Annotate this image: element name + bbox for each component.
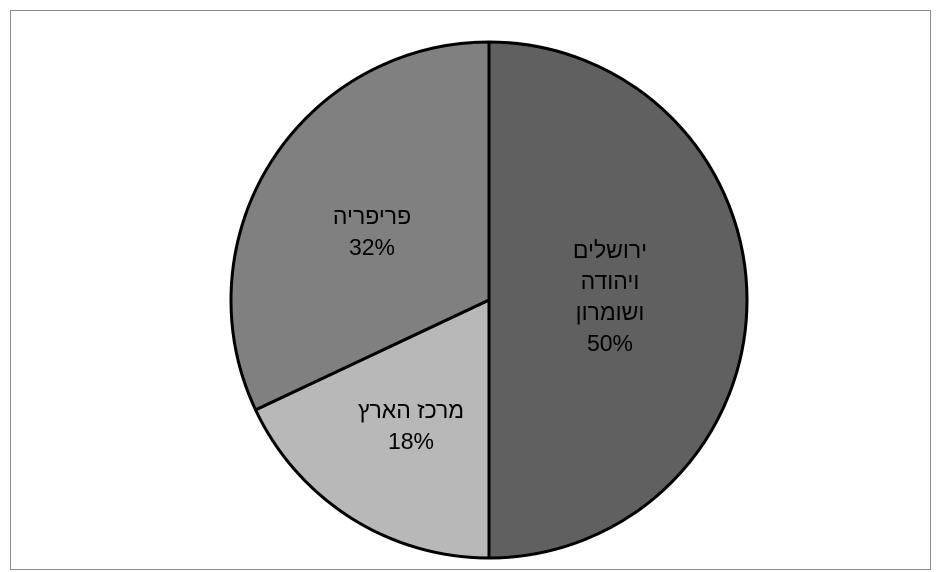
slice-label-0: ירושלים ויהודה ושומרון 50% <box>573 237 647 356</box>
slice-label-1: מרכז הארץ 18% <box>358 397 464 454</box>
slice-label-2: פריפריה 32% <box>333 203 411 260</box>
slice-label-line: ושומרון <box>576 299 645 325</box>
slice-value-label: 18% <box>388 428 434 454</box>
slice-label-line: ויהודה <box>581 268 640 294</box>
slice-value-label: 32% <box>349 234 395 260</box>
slice-value-label: 50% <box>587 330 633 356</box>
pie-slice-1 <box>254 298 491 560</box>
pie-slice-0 <box>487 40 749 560</box>
slice-label-line: מרכז הארץ <box>358 397 464 423</box>
slice-label-line: פריפריה <box>333 203 411 229</box>
slice-label-line: ירושלים <box>573 237 647 263</box>
pie-slice-2 <box>229 40 491 412</box>
